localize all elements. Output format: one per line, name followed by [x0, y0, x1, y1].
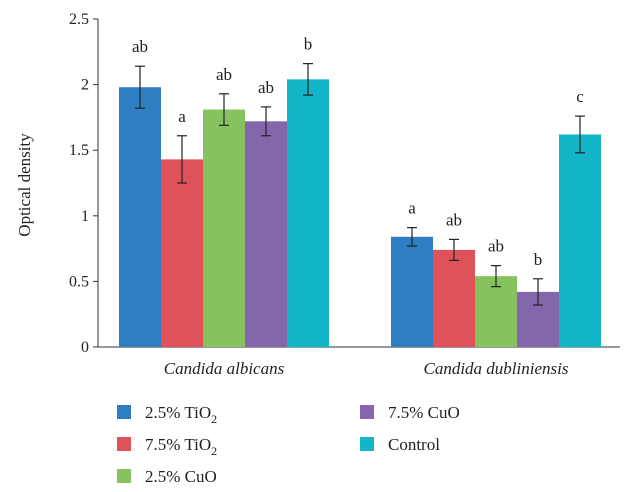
- legend-label: 7.5% TiO2: [145, 435, 217, 458]
- significance-label: c: [576, 87, 584, 106]
- legend-label: 2.5% CuO: [145, 467, 217, 486]
- significance-label: ab: [258, 78, 274, 97]
- significance-label: ab: [132, 37, 148, 56]
- significance-label: b: [534, 250, 543, 269]
- y-tick-label: 2.5: [69, 11, 89, 28]
- legend-label: Control: [388, 435, 440, 454]
- legend-swatch: [117, 469, 131, 483]
- y-tick-label: 1: [81, 208, 89, 225]
- plot-area: 0 0.5 1 1.5 2 2.5 ab a ab ab b Candida albicans a ab a…: [69, 11, 620, 378]
- y-tick-label: 0.5: [69, 273, 89, 290]
- bar: [475, 276, 517, 347]
- legend: 2.5% TiO2 7.5% TiO2 2.5% CuO 7.5% CuO Contro…: [117, 403, 460, 486]
- legend-swatch: [360, 437, 374, 451]
- y-tick-label: 1.5: [69, 142, 89, 159]
- bar: [287, 79, 329, 348]
- y-axis-label: Optical density: [15, 133, 34, 237]
- significance-label: ab: [488, 237, 504, 256]
- bar: [119, 87, 161, 347]
- bar: [203, 109, 245, 347]
- bar: [161, 159, 203, 347]
- y-tick-label: 2: [81, 77, 89, 94]
- bar: [559, 134, 601, 347]
- significance-label: ab: [216, 65, 232, 84]
- significance-label: b: [304, 35, 313, 54]
- category-label: Candida dubliniensis: [424, 359, 569, 378]
- y-tick-label: 0: [81, 339, 89, 356]
- significance-label: a: [178, 107, 186, 126]
- significance-label: ab: [446, 210, 462, 229]
- category-label: Candida albicans: [164, 359, 285, 378]
- legend-swatch: [360, 405, 374, 419]
- bar: [245, 121, 287, 347]
- legend-label: 2.5% TiO2: [145, 403, 217, 426]
- legend-swatch: [117, 437, 131, 451]
- significance-label: a: [408, 199, 416, 218]
- bar: [433, 249, 475, 347]
- legend-swatch: [117, 405, 131, 419]
- legend-label: 7.5% CuO: [388, 403, 460, 422]
- bar: [391, 236, 433, 347]
